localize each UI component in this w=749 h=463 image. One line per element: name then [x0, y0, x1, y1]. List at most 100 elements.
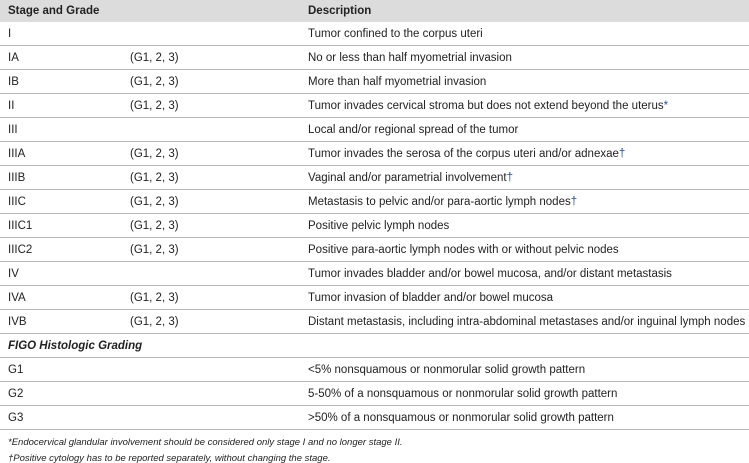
description: Tumor invades cervical stroma but does n… [308, 99, 664, 112]
description: <5% nonsquamous or nonmorular solid grow… [308, 363, 586, 376]
stage: I [8, 27, 12, 40]
grade-cell: (G1, 2, 3) [122, 165, 300, 190]
section-cell: FIGO Histologic Grading [0, 333, 749, 358]
description-cell: Distant metastasis, including intra-abdo… [300, 309, 749, 334]
stage-cell: IV [0, 261, 122, 286]
table-row: III Local and/or regional spread of the t… [0, 117, 749, 142]
stage-cell: IVB [0, 309, 122, 334]
stage: IIIA [8, 147, 26, 160]
grade-cell [122, 261, 300, 286]
stage-cell: IIIC [0, 189, 122, 214]
grade-cell: (G1, 2, 3) [122, 141, 300, 166]
grade: (G1, 2, 3) [130, 147, 179, 160]
grade-cell [122, 117, 300, 142]
stage-cell: IIIA [0, 141, 122, 166]
grade-cell: (G1, 2, 3) [122, 45, 300, 70]
stage-cell: IIIC2 [0, 237, 122, 262]
section-title: FIGO Histologic Grading [8, 339, 143, 352]
stage-cell: G1 [0, 357, 122, 382]
staging-table: Stage and Grade Description I Tumor confi… [0, 0, 749, 430]
header-cell: Description [300, 0, 749, 22]
description: Tumor invades bladder and/or bowel mucos… [308, 267, 672, 280]
grade-cell: (G1, 2, 3) [122, 309, 300, 334]
stage-cell: IVA [0, 285, 122, 310]
grade-cell: (G1, 2, 3) [122, 285, 300, 310]
description: >50% of a nonsquamous or nonmorular soli… [308, 411, 614, 424]
stage: G3 [8, 411, 24, 424]
grade: (G1, 2, 3) [130, 195, 179, 208]
table-row: FIGO Histologic Grading [0, 333, 749, 358]
stage-cell: IB [0, 69, 122, 94]
description-cell: <5% nonsquamous or nonmorular solid grow… [300, 357, 749, 382]
table-row: I Tumor confined to the corpus uteri [0, 22, 749, 46]
header-cell: Stage and Grade [0, 0, 300, 22]
description: Vaginal and/or parametrial involvement [308, 171, 507, 184]
note-mark: † [570, 195, 578, 208]
stage: III [8, 123, 18, 136]
footnote: †Positive cytology has to be reported se… [8, 453, 331, 463]
description-cell: Local and/or regional spread of the tumo… [300, 117, 749, 142]
description-cell: Positive para-aortic lymph nodes with or… [300, 237, 749, 262]
stage: G2 [8, 387, 24, 400]
footnotes: *Endocervical glandular involvement shou… [0, 435, 749, 463]
stage: G1 [8, 363, 24, 376]
table-row: IA (G1, 2, 3) No or less than half myometr… [0, 45, 749, 70]
description: Tumor invasion of bladder and/or bowel m… [308, 291, 554, 304]
grade: (G1, 2, 3) [130, 99, 179, 112]
stage: IIIC [8, 195, 26, 208]
description: Local and/or regional spread of the tumo… [308, 123, 519, 136]
grade-cell: (G1, 2, 3) [122, 69, 300, 94]
table-row: II (G1, 2, 3) Tumor invades cervical strom… [0, 93, 749, 118]
table-row: IIIA (G1, 2, 3) Tumor invades the serosa o… [0, 141, 749, 166]
stage: IIIB [8, 171, 26, 184]
description-cell: 5-50% of a nonsquamous or nonmorular sol… [300, 381, 749, 406]
description-cell: Positive pelvic lymph nodes [300, 213, 749, 238]
description: Positive para-aortic lymph nodes with or… [308, 243, 619, 256]
description-cell: Tumor invades cervical stroma but does n… [300, 93, 749, 118]
description: Positive pelvic lymph nodes [308, 219, 450, 232]
table-body: I Tumor confined to the corpus uteri IA (G1… [0, 22, 749, 430]
description: 5-50% of a nonsquamous or nonmorular sol… [308, 387, 618, 400]
footnote: *Endocervical glandular involvement shou… [8, 437, 403, 448]
stage: IIIC2 [8, 243, 33, 256]
grade: (G1, 2, 3) [130, 315, 179, 328]
table-row: IVB (G1, 2, 3) Distant metastasis, includi… [0, 309, 749, 334]
stage-cell: IA [0, 45, 122, 70]
description-cell: Tumor invasion of bladder and/or bowel m… [300, 285, 749, 310]
grade: (G1, 2, 3) [130, 243, 179, 256]
table-row: IIIC2 (G1, 2, 3) Positive para-aortic lymp… [0, 237, 749, 262]
grade-cell [122, 357, 300, 382]
description: No or less than half myometrial invasion [308, 51, 512, 64]
stage-cell: IIIB [0, 165, 122, 190]
header-row: Stage and Grade Description [0, 0, 749, 22]
note-mark: * [663, 99, 669, 112]
stage-cell: IIIC1 [0, 213, 122, 238]
table-row: IIIC (G1, 2, 3) Metastasis to pelvic and/o… [0, 189, 749, 214]
grade: (G1, 2, 3) [130, 171, 179, 184]
grade-cell: (G1, 2, 3) [122, 237, 300, 262]
table-row: IIIB (G1, 2, 3) Vaginal and/or parametrial… [0, 165, 749, 190]
stage: IA [8, 51, 19, 64]
description-cell: More than half myometrial invasion [300, 69, 749, 94]
grade: (G1, 2, 3) [130, 75, 179, 88]
description-cell: No or less than half myometrial invasion [300, 45, 749, 70]
table-row: IVA (G1, 2, 3) Tumor invasion of bladder a… [0, 285, 749, 310]
grade-cell [122, 22, 300, 46]
note-mark: † [618, 147, 626, 160]
stage-cell: III [0, 117, 122, 142]
table-row: IIIC1 (G1, 2, 3) Positive pelvic lymph nod… [0, 213, 749, 238]
description-cell: Tumor confined to the corpus uteri [300, 22, 749, 46]
description-cell: Tumor invades the serosa of the corpus u… [300, 141, 749, 166]
table-row: IB (G1, 2, 3) More than half myometrial in… [0, 69, 749, 94]
description: Tumor invades the serosa of the corpus u… [308, 147, 619, 160]
description: More than half myometrial invasion [308, 75, 487, 88]
description-cell: >50% of a nonsquamous or nonmorular soli… [300, 405, 749, 430]
grade-cell: (G1, 2, 3) [122, 213, 300, 238]
grade-cell [122, 381, 300, 406]
description-cell: Vaginal and/or parametrial involvement† [300, 165, 749, 190]
table-row: G1 <5% nonsquamous or nonmorular solid gr… [0, 357, 749, 382]
grade-cell [122, 405, 300, 430]
stage-cell: II [0, 93, 122, 118]
table-row: IV Tumor invades bladder and/or bowel muc… [0, 261, 749, 286]
